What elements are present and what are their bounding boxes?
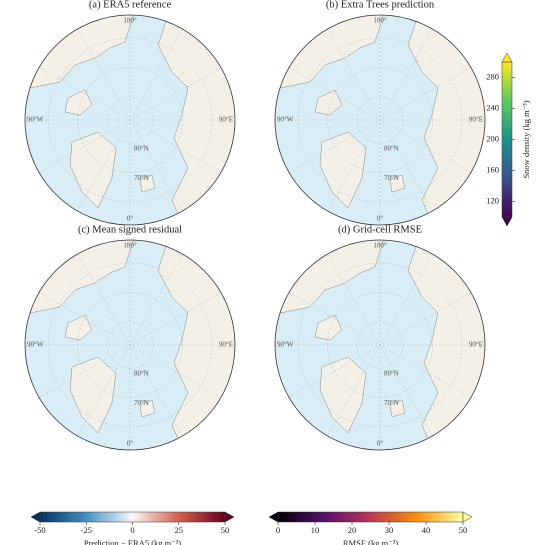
graticule: [38, 67, 222, 173]
map-label: 90°W: [27, 341, 44, 349]
colorbar-tick-label: 25: [175, 525, 184, 535]
map-label: 180°: [373, 242, 387, 250]
land: [314, 89, 343, 116]
map-label: 70°N: [134, 174, 149, 182]
map-label: 90°E: [469, 116, 483, 124]
colorbar-extend: [224, 511, 235, 523]
colorbar-extend: [501, 216, 513, 227]
colorbar-tick-label: 160: [486, 164, 499, 174]
graticule: [288, 67, 472, 173]
colorbar-tick-label: 240: [486, 102, 499, 112]
map-panel: (d) Grid-cell RMSE 180° 0° 90°W 90°E 80°N 70°N: [274, 224, 486, 451]
colorbar-extend: [462, 511, 473, 523]
map-label: 180°: [123, 242, 137, 250]
colorbar-tick-label: 20: [348, 525, 357, 535]
map-label: 70°N: [384, 399, 399, 407]
land: [319, 356, 367, 434]
colorbar: [277, 511, 464, 523]
colorbar-tick-label: -25: [81, 525, 92, 535]
graticule: [297, 37, 463, 203]
land: [69, 356, 117, 434]
map-panel: (a) ERA5 reference 180° 0° 90°W 90°E 80°N 70°N: [24, 0, 236, 226]
colorbar-label: Prediction − ERA5 (kg m⁻³): [84, 538, 181, 545]
land: [389, 399, 406, 418]
colorbar-tick-label: 200: [486, 133, 499, 143]
graticule: [38, 292, 222, 398]
map-label: 0°: [377, 215, 384, 223]
colorbar-extend: [501, 52, 513, 63]
land: [139, 399, 156, 418]
colorbar-extend: [268, 511, 279, 523]
map-panel: (b) Extra Trees prediction 180° 0° 90°W 90°E…: [274, 0, 486, 226]
graticule: [288, 292, 472, 398]
map-label: 0°: [377, 440, 384, 448]
land: [314, 314, 343, 341]
map-label: 0°: [127, 215, 134, 223]
land: [319, 131, 367, 209]
colorbar-tick-label: 50: [459, 525, 468, 535]
colorbar-tick-label: 0: [276, 525, 280, 535]
colorbar-label: RMSE (kg m⁻³): [343, 538, 398, 545]
map-label: 80°N: [134, 370, 149, 378]
land: [69, 131, 117, 209]
panel-title: (d) Grid-cell RMSE: [338, 224, 422, 235]
panel-title: (c) Mean signed residual: [78, 224, 182, 235]
map-border: [24, 14, 236, 226]
land: [64, 314, 93, 341]
colorbar-tick-label: 0: [130, 525, 134, 535]
map-border: [274, 14, 486, 226]
map-label: 0°: [127, 440, 134, 448]
map-label: 90°W: [27, 116, 44, 124]
map-label: 90°W: [277, 116, 294, 124]
map-label: 70°N: [134, 399, 149, 407]
map-label: 80°N: [384, 370, 399, 378]
map-label: 90°E: [469, 341, 483, 349]
colorbar-tick-label: 280: [486, 71, 499, 81]
map-panel: (c) Mean signed residual 180° 0° 90°W 90°E 80…: [24, 224, 236, 451]
map-label: 80°N: [134, 145, 149, 153]
map-label: 180°: [123, 17, 137, 25]
map-border: [24, 239, 236, 451]
map-label: 90°W: [277, 341, 294, 349]
land: [64, 89, 93, 116]
colorbar-tick-label: -50: [34, 525, 45, 535]
colorbar-tick-label: 50: [221, 525, 230, 535]
map-label: 90°E: [219, 116, 233, 124]
colorbar-tick-label: 30: [385, 525, 394, 535]
panel-title: (b) Extra Trees prediction: [326, 0, 435, 10]
panel-title: (a) ERA5 reference: [89, 0, 172, 10]
colorbar: [501, 61, 513, 218]
colorbar-tick-label: 120: [486, 195, 499, 205]
map-label: 80°N: [384, 145, 399, 153]
graticule: [47, 37, 213, 203]
colorbar: [39, 511, 226, 523]
map-label: 90°E: [219, 341, 233, 349]
land: [139, 174, 156, 193]
colorbar-tick-label: 10: [311, 525, 320, 535]
graticule: [297, 262, 463, 428]
map-label: 180°: [373, 17, 387, 25]
graticule: [47, 262, 213, 428]
colorbar-extend: [30, 511, 41, 523]
colorbar-label: Snow density (kg m⁻³): [521, 100, 531, 178]
map-label: 70°N: [384, 174, 399, 182]
land: [389, 174, 406, 193]
colorbar-tick-label: 40: [422, 525, 431, 535]
map-border: [274, 239, 486, 451]
